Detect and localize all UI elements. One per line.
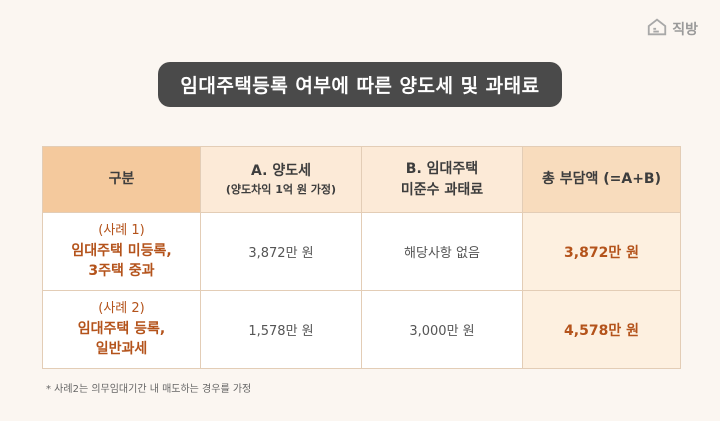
brand-logo: 직방 (646, 16, 698, 42)
case-label: (사례 1) 임대주택 미등록, 3주택 중과 (42, 212, 201, 291)
cell-tax: 1,578만 원 (200, 290, 362, 369)
comparison-table: 구분 A. 양도세 (양도차익 1억 원 가정) B. 임대주택 미준수 과태료… (42, 146, 681, 369)
zigbang-house-icon (646, 16, 668, 42)
cell-tax: 3,872만 원 (200, 212, 362, 291)
header-category: 구분 (42, 146, 201, 213)
brand-name: 직방 (672, 22, 698, 38)
cell-penalty: 해당사항 없음 (361, 212, 523, 291)
table-header-row: 구분 A. 양도세 (양도차익 1억 원 가정) B. 임대주택 미준수 과태료… (42, 146, 681, 213)
page-title: 임대주택등록 여부에 따른 양도세 및 과태료 (158, 62, 562, 107)
header-capital-gains-tax: A. 양도세 (양도차익 1억 원 가정) (200, 146, 362, 213)
case-label: (사례 2) 임대주택 등록, 일반과세 (42, 290, 201, 369)
cell-total: 3,872만 원 (522, 212, 681, 291)
table-row: (사례 2) 임대주택 등록, 일반과세 1,578만 원 3,000만 원 4… (42, 290, 681, 369)
header-penalty: B. 임대주택 미준수 과태료 (361, 146, 523, 213)
header-total: 총 부담액 (=A+B) (522, 146, 681, 213)
cell-penalty: 3,000만 원 (361, 290, 523, 369)
table-row: (사례 1) 임대주택 미등록, 3주택 중과 3,872만 원 해당사항 없음… (42, 212, 681, 291)
footnote: * 사례2는 의무임대기간 내 매도하는 경우를 가정 (46, 384, 252, 395)
cell-total: 4,578만 원 (522, 290, 681, 369)
